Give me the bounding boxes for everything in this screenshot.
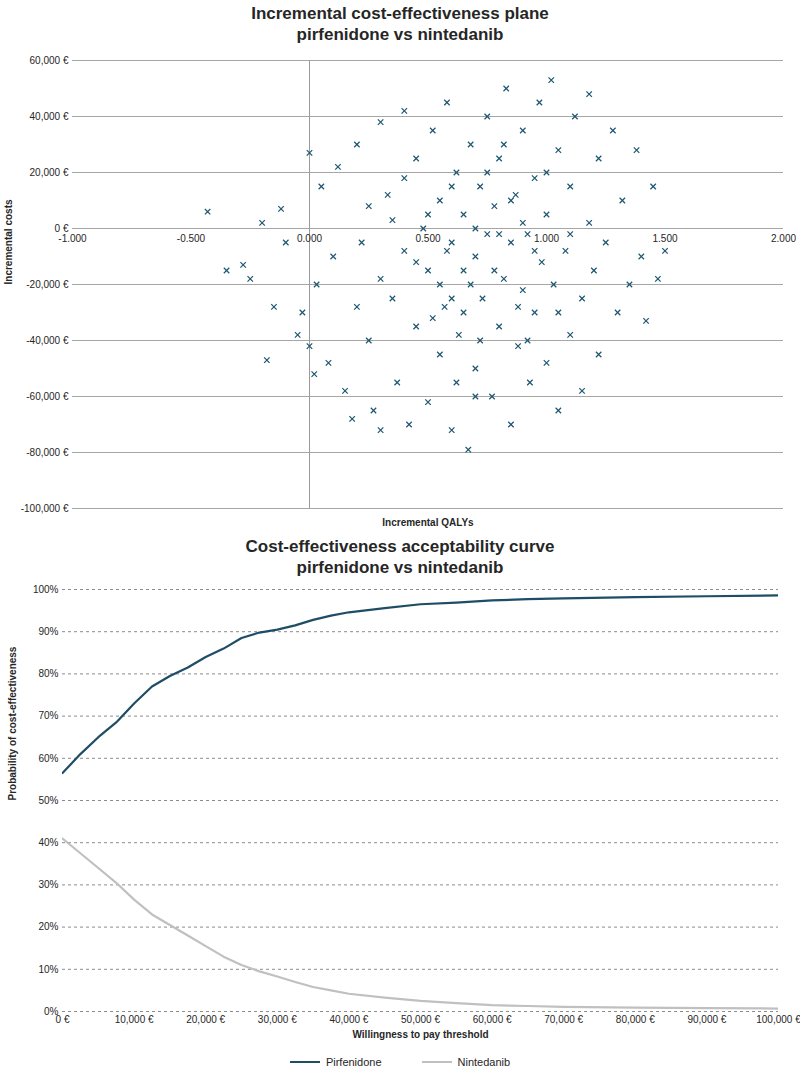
svg-text:20%: 20% (38, 921, 58, 932)
svg-text:0 €: 0 € (54, 222, 69, 234)
svg-text:Incremental costs: Incremental costs (3, 199, 14, 284)
svg-text:20,000 €: 20,000 € (186, 1014, 225, 1025)
svg-text:0%: 0% (44, 1005, 59, 1017)
svg-text:10%: 10% (38, 964, 58, 975)
svg-text:Willingness to pay threshold: Willingness to pay threshold (352, 1029, 488, 1040)
svg-text:20,000 €: 20,000 € (30, 167, 69, 178)
svg-text:50,000 €: 50,000 € (401, 1014, 440, 1025)
svg-text:70,000 €: 70,000 € (544, 1014, 583, 1025)
svg-text:60,000 €: 60,000 € (473, 1014, 512, 1025)
svg-text:30,000 €: 30,000 € (258, 1014, 297, 1025)
svg-text:2.000: 2.000 (771, 233, 796, 244)
svg-text:-80,000 €: -80,000 € (26, 447, 69, 458)
svg-text:Incremental QALYs: Incremental QALYs (382, 517, 474, 528)
html-text:Cost-effectiveness acceptabili: Cost-effectiveness acceptability curve (245, 537, 555, 556)
svg-text:70%: 70% (38, 710, 58, 721)
svg-text:-40,000 €: -40,000 € (26, 335, 69, 346)
svg-text:-20,000 €: -20,000 € (26, 279, 69, 290)
svg-text:1.500: 1.500 (652, 233, 677, 244)
svg-text:10,000 €: 10,000 € (115, 1014, 154, 1025)
html-text:Pirfenidone: Pirfenidone (325, 1056, 382, 1068)
html-text:pirfenidone vs nintedanib: pirfenidone vs nintedanib (296, 558, 504, 577)
svg-text:40,000 €: 40,000 € (329, 1014, 368, 1025)
svg-text:-0.500: -0.500 (177, 233, 206, 244)
svg-text:50%: 50% (38, 795, 58, 806)
svg-text:80%: 80% (38, 668, 58, 679)
svg-text:90,000 €: 90,000 € (687, 1014, 726, 1025)
svg-text:-100,000 €: -100,000 € (21, 503, 69, 514)
svg-text:40%: 40% (38, 837, 58, 848)
svg-text:Probability of cost-effectiven: Probability of cost-effectiveness (7, 646, 18, 800)
svg-text:60%: 60% (38, 753, 58, 764)
svg-text:100%: 100% (33, 584, 59, 595)
svg-text:-60,000 €: -60,000 € (26, 391, 69, 402)
svg-text:60,000 €: 60,000 € (30, 55, 69, 66)
svg-text:0 €: 0 € (56, 1014, 70, 1025)
svg-text:40,000 €: 40,000 € (30, 111, 69, 122)
svg-text:30%: 30% (38, 879, 58, 890)
svg-text:-1.000: -1.000 (58, 233, 87, 244)
svg-text:90%: 90% (38, 626, 58, 637)
svg-text:0.000: 0.000 (297, 233, 322, 244)
svg-text:1.000: 1.000 (534, 233, 559, 244)
svg-text:0.500: 0.500 (415, 233, 440, 244)
html-text:Incremental cost-effectiveness: Incremental cost-effectiveness plane (251, 4, 549, 23)
html-text:pirfenidone vs nintedanib: pirfenidone vs nintedanib (296, 25, 504, 44)
html-text:Nintedanib: Nintedanib (457, 1056, 511, 1068)
svg-text:100,000 €: 100,000 € (756, 1014, 800, 1025)
svg-text:80,000 €: 80,000 € (616, 1014, 655, 1025)
